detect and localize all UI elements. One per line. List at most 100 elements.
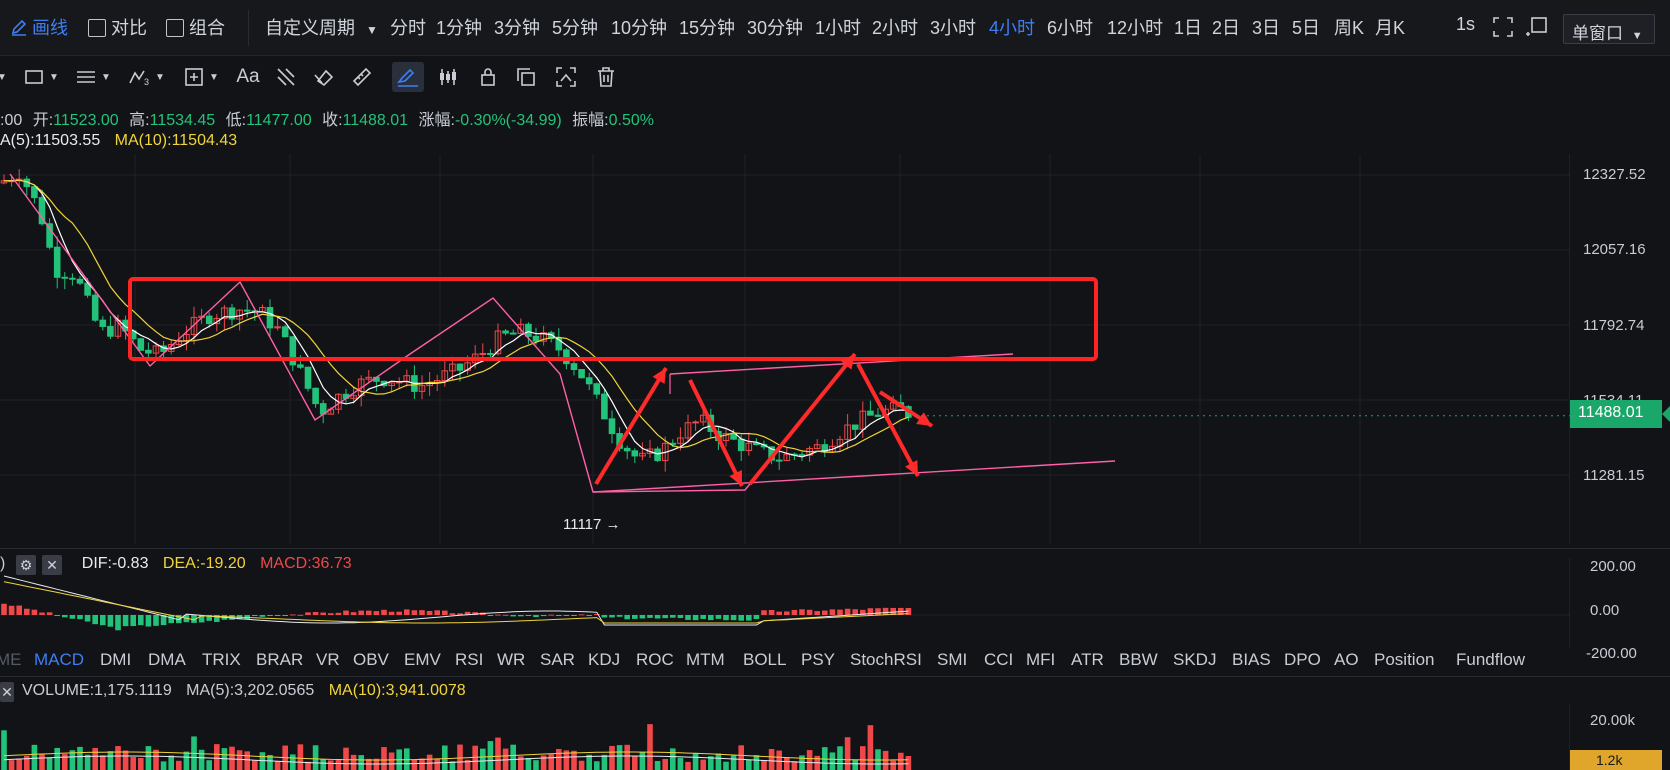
indicator-tab[interactable]: BBW — [1119, 650, 1158, 669]
rectangle-tool-icon[interactable] — [18, 62, 50, 92]
indicator-tab[interactable]: CCI — [984, 650, 1014, 669]
period-tab[interactable]: 10分钟 — [611, 18, 668, 38]
screenshot-icon[interactable] — [550, 62, 582, 92]
indicator-tab[interactable]: SKDJ — [1173, 650, 1217, 669]
indicator-tab[interactable]: VR — [316, 650, 340, 669]
volume-bar — [487, 741, 494, 770]
copy-icon[interactable] — [510, 62, 542, 92]
trash-icon[interactable] — [590, 62, 622, 92]
period-tab[interactable]: 30分钟 — [747, 18, 804, 38]
period-tab[interactable]: 6小时 — [1047, 18, 1094, 38]
indicator-tab[interactable]: SAR — [540, 650, 575, 669]
measure-tool-icon[interactable] — [178, 62, 210, 92]
dropdown-arrow-icon[interactable]: ▼ — [101, 71, 111, 83]
window-mode-dropdown[interactable]: 单窗口 ▼ — [1563, 14, 1655, 44]
close-icon[interactable]: ✕ — [42, 555, 62, 575]
period-tab[interactable]: 4小时 — [989, 18, 1036, 38]
period-tab[interactable]: 15分钟 — [679, 18, 736, 38]
indicator-tab[interactable]: ME — [0, 650, 22, 669]
parallel-lines-icon[interactable] — [70, 62, 102, 92]
candle-body — [281, 326, 289, 338]
candle-tool-icon[interactable] — [432, 62, 464, 92]
compare-button[interactable]: 对比 — [88, 14, 147, 40]
dropdown-arrow-icon[interactable]: ▼ — [49, 71, 59, 83]
indicator-tab[interactable]: DMI — [100, 650, 132, 669]
dropdown-arrow-icon[interactable]: ▼ — [0, 71, 7, 83]
indicator-tab[interactable]: ATR — [1071, 650, 1104, 669]
indicator-tab[interactable]: MTM — [686, 650, 725, 669]
indicator-tab[interactable]: SMI — [937, 650, 968, 669]
candle-body — [243, 309, 251, 312]
close-icon[interactable]: ✕ — [0, 682, 14, 702]
macd-histogram-bar — [259, 615, 266, 617]
indicator-tab[interactable]: StochRSI — [850, 650, 922, 669]
eraser-icon[interactable] — [308, 62, 340, 92]
indicator-tab[interactable]: BRAR — [256, 650, 304, 669]
ruler-icon[interactable] — [346, 62, 378, 92]
drawing-tools: ▼ ▼ ▼ 3 ▼ ▼ Aa — [0, 56, 1670, 98]
candle-body — [654, 448, 661, 462]
period-tab[interactable]: 月K — [1375, 18, 1406, 38]
indicator-tab[interactable]: DMA — [148, 650, 186, 669]
volume-bar — [700, 759, 706, 770]
macd-histogram-bar — [875, 608, 881, 615]
macd-histogram-bar — [434, 610, 440, 615]
dropdown-arrow-icon[interactable]: ▼ — [209, 71, 219, 83]
wave-tool-icon[interactable]: 3 — [124, 62, 156, 92]
period-tab[interactable]: 周K — [1334, 18, 1365, 38]
period-tab[interactable]: 2小时 — [872, 18, 919, 38]
refresh-rate[interactable]: 1s — [1456, 14, 1476, 34]
gear-icon[interactable]: ⚙ — [16, 555, 36, 575]
indicator-tab[interactable]: EMV — [404, 650, 441, 669]
indicator-tab[interactable]: PSY — [801, 650, 836, 669]
period-tab[interactable]: 分时 — [390, 18, 426, 38]
volume-bar — [563, 750, 570, 770]
volume-bar — [252, 760, 258, 770]
indicator-tab[interactable]: WR — [497, 650, 526, 669]
indicator-tab[interactable]: KDJ — [588, 650, 621, 669]
dropdown-arrow-icon[interactable]: ▼ — [155, 71, 165, 83]
indicator-tab[interactable]: Fundflow — [1456, 650, 1525, 669]
period-tab[interactable]: 1日 — [1174, 18, 1203, 38]
period-tab[interactable]: 3小时 — [930, 18, 977, 38]
indicator-tab[interactable]: OBV — [353, 650, 389, 669]
indicator-tab[interactable]: RSI — [455, 650, 484, 669]
arrow-head — [729, 470, 742, 486]
indicator-tab[interactable]: ROC — [636, 650, 674, 669]
period-tab[interactable]: 3分钟 — [494, 18, 541, 38]
indicator-tab[interactable]: DPO — [1284, 650, 1321, 669]
candle-body — [555, 337, 563, 351]
volume-bar — [130, 756, 136, 770]
combo-button[interactable]: 组合 — [166, 14, 225, 40]
macd-chart[interactable] — [0, 558, 1570, 648]
indicator-tab[interactable]: MACD — [34, 650, 85, 669]
period-tab[interactable]: 5分钟 — [552, 18, 599, 38]
continuous-draw-icon[interactable] — [392, 62, 424, 92]
indicator-tab[interactable]: TRIX — [202, 650, 241, 669]
indicator-tab[interactable]: Position — [1374, 650, 1435, 669]
fullscreen-icon[interactable] — [1492, 16, 1514, 43]
channel-lower-line — [592, 460, 1116, 493]
indicator-tab[interactable]: BOLL — [743, 650, 787, 669]
period-tab[interactable]: 1分钟 — [436, 18, 483, 38]
add-window-icon[interactable] — [1526, 16, 1548, 43]
period-tab[interactable]: 5日 — [1292, 18, 1321, 38]
period-tab[interactable]: 1小时 — [815, 18, 862, 38]
period-tab[interactable]: 3日 — [1252, 18, 1281, 38]
custom-period-dropdown[interactable]: 自定义周期 ▼ — [265, 14, 378, 40]
macd-histogram-bar — [39, 612, 45, 615]
macd-histogram-bar — [84, 615, 91, 622]
macd-histogram-bar — [548, 614, 554, 616]
volume-chart[interactable] — [0, 704, 1570, 770]
draw-button[interactable]: 画线 — [10, 14, 68, 40]
indicator-tab[interactable]: MFI — [1026, 650, 1056, 669]
text-tool-icon[interactable]: Aa — [236, 66, 260, 87]
period-tab[interactable]: 2日 — [1212, 18, 1241, 38]
period-tab[interactable]: 12小时 — [1107, 18, 1164, 38]
indicator-tab[interactable]: AO — [1334, 650, 1359, 669]
indicator-tab[interactable]: BIAS — [1232, 650, 1271, 669]
pattern-tool-icon[interactable] — [270, 62, 302, 92]
candlestick-chart[interactable] — [0, 154, 1570, 544]
lock-icon[interactable] — [472, 62, 504, 92]
volume-bar — [214, 744, 220, 770]
